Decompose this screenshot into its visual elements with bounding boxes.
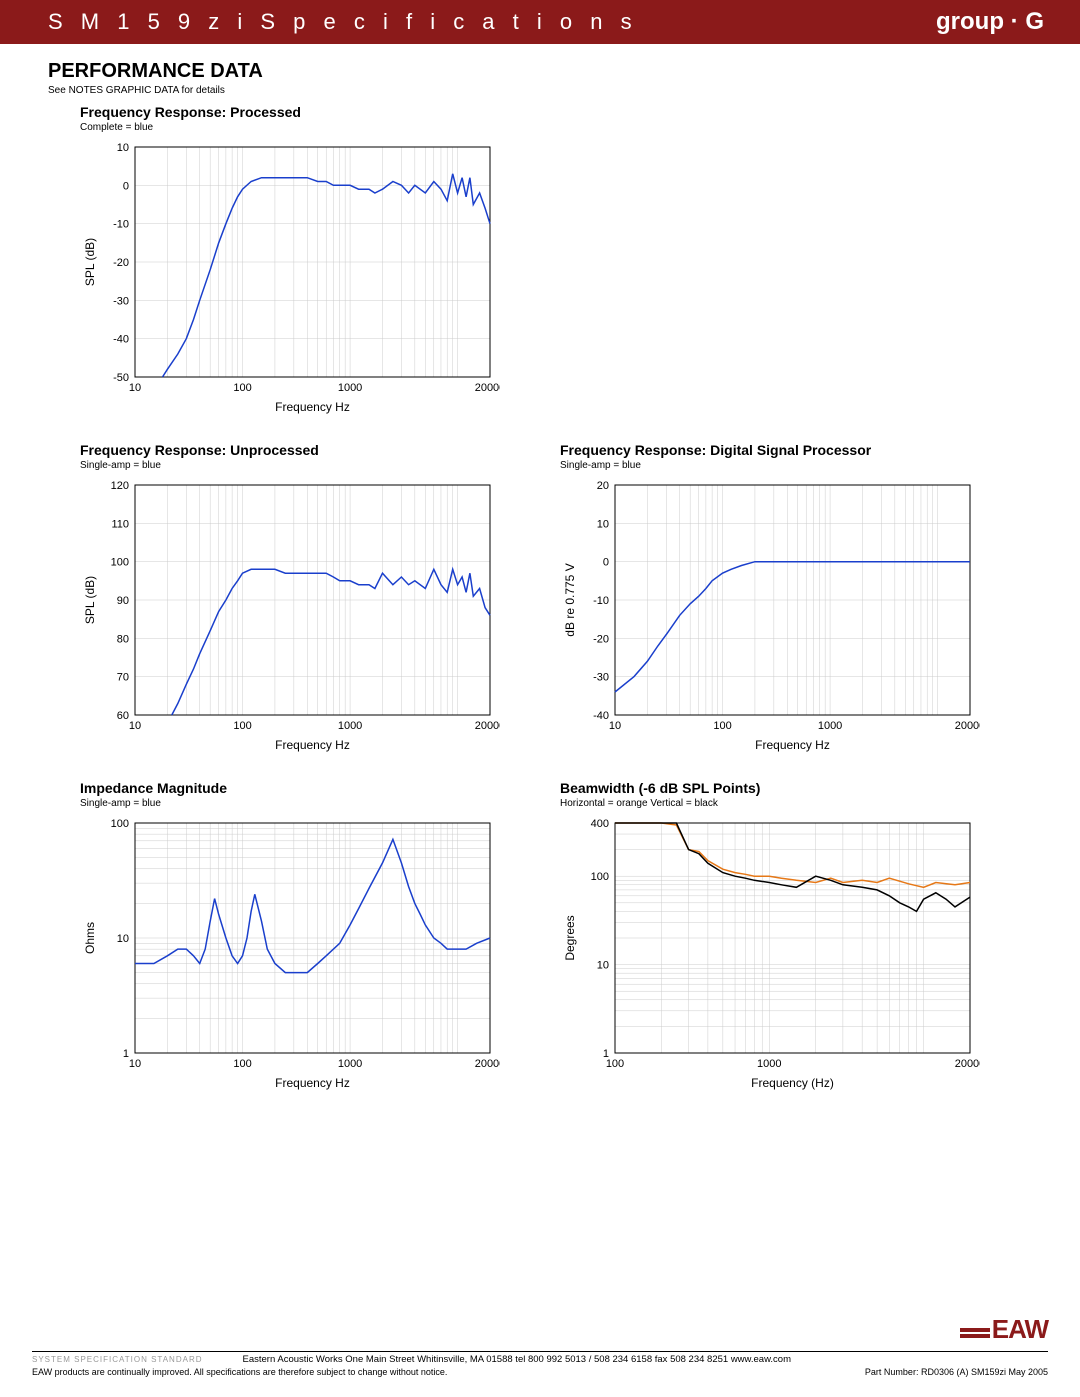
svg-text:120: 120: [111, 480, 129, 492]
svg-text:Degrees: Degrees: [563, 915, 577, 960]
svg-text:20000: 20000: [475, 382, 500, 394]
chart-title: Frequency Response: Processed: [80, 104, 1032, 120]
svg-text:SPL (dB): SPL (dB): [83, 576, 97, 624]
svg-text:1000: 1000: [757, 1058, 781, 1070]
header-title: S M 1 5 9 z i S p e c i f i c a t i o n …: [48, 9, 638, 35]
chart-unprocessed: Frequency Response: Unprocessed Single-a…: [80, 442, 500, 760]
svg-text:1: 1: [123, 1048, 129, 1060]
svg-text:100: 100: [111, 818, 129, 830]
chart-dsp: Frequency Response: Digital Signal Proce…: [560, 442, 980, 760]
svg-text:100: 100: [111, 557, 129, 569]
footer-partnum: Part Number: RD0306 (A) SM159zi May 2005: [865, 1367, 1048, 1377]
svg-text:70: 70: [117, 672, 129, 684]
svg-text:110: 110: [111, 518, 129, 530]
svg-text:100: 100: [591, 871, 609, 883]
svg-text:Frequency Hz: Frequency Hz: [275, 400, 350, 414]
svg-text:1000: 1000: [338, 382, 362, 394]
svg-text:100: 100: [233, 720, 251, 732]
svg-text:-40: -40: [593, 710, 609, 722]
section-title: PERFORMANCE DATA: [48, 60, 1032, 83]
svg-text:-30: -30: [593, 672, 609, 684]
footer-logo: EAW: [32, 1314, 1048, 1347]
chart-svg: 10 100 1000 20000 60 70 80 90 100 110 120 Frequency…: [80, 475, 500, 755]
footer-contact: Eastern Acoustic Works One Main Street W…: [243, 1354, 792, 1365]
svg-text:SPL (dB): SPL (dB): [83, 238, 97, 286]
svg-text:Frequency Hz: Frequency Hz: [755, 738, 830, 752]
chart-svg: 10100100020000110100Frequency HzOhms: [80, 813, 500, 1093]
chart-svg: 10 100 1000 20000 -40 -30 -20 -10 0 10 20 Frequency…: [560, 475, 980, 755]
chart-legend: Horizontal = orange Vertical = black: [560, 798, 980, 809]
svg-text:Frequency Hz: Frequency Hz: [275, 738, 350, 752]
chart-title: Frequency Response: Unprocessed: [80, 442, 500, 458]
footer-disclaimer: EAW products are continually improved. A…: [32, 1367, 447, 1377]
chart-impedance: Impedance Magnitude Single-amp = blue 10…: [80, 780, 500, 1098]
chart-legend: Complete = blue: [80, 122, 1032, 133]
svg-text:-20: -20: [113, 257, 129, 269]
svg-text:1000: 1000: [818, 720, 842, 732]
svg-text:20000: 20000: [955, 1058, 980, 1070]
svg-text:1000: 1000: [338, 720, 362, 732]
eaw-logo-text: EAW: [992, 1314, 1048, 1344]
svg-text:10: 10: [129, 720, 141, 732]
chart-svg: 10 100 1000 20000 -50 -40 -30 -20 -10 0 10 Frequenc…: [80, 137, 500, 417]
svg-text:20000: 20000: [955, 720, 980, 732]
svg-text:10: 10: [597, 960, 609, 972]
svg-text:Ohms: Ohms: [83, 922, 97, 954]
svg-text:60: 60: [117, 710, 129, 722]
svg-text:0: 0: [123, 180, 129, 192]
svg-text:10: 10: [129, 1058, 141, 1070]
svg-text:-20: -20: [593, 633, 609, 645]
chart-legend: Single-amp = blue: [80, 798, 500, 809]
svg-text:100: 100: [233, 1058, 251, 1070]
svg-text:-50: -50: [113, 372, 129, 384]
svg-text:-10: -10: [593, 595, 609, 607]
chart-beamwidth: Beamwidth (-6 dB SPL Points) Horizontal …: [560, 780, 980, 1098]
chart-legend: Single-amp = blue: [560, 460, 980, 471]
svg-text:80: 80: [117, 633, 129, 645]
svg-text:10: 10: [117, 142, 129, 154]
section-note: See NOTES GRAPHIC DATA for details: [48, 85, 1032, 96]
svg-text:Frequency Hz: Frequency Hz: [275, 1076, 350, 1090]
chart-legend: Single-amp = blue: [80, 460, 500, 471]
svg-text:20000: 20000: [475, 1058, 500, 1070]
svg-text:100: 100: [713, 720, 731, 732]
svg-text:400: 400: [591, 818, 609, 830]
footer: EAW SYSTEM SPECIFICATION STANDARD Easter…: [0, 1314, 1080, 1377]
svg-text:1: 1: [603, 1048, 609, 1060]
svg-text:20: 20: [597, 480, 609, 492]
svg-text:1000: 1000: [338, 1058, 362, 1070]
footer-sss: SYSTEM SPECIFICATION STANDARD: [32, 1355, 203, 1364]
svg-text:-30: -30: [113, 295, 129, 307]
svg-text:-40: -40: [113, 334, 129, 346]
chart-title: Frequency Response: Digital Signal Proce…: [560, 442, 980, 458]
svg-text:-10: -10: [113, 219, 129, 231]
chart-title: Impedance Magnitude: [80, 780, 500, 796]
header-group: group · G: [936, 8, 1044, 36]
svg-text:90: 90: [117, 595, 129, 607]
svg-text:0: 0: [603, 557, 609, 569]
svg-text:10: 10: [609, 720, 621, 732]
svg-text:100: 100: [233, 382, 251, 394]
chart-svg: 100100020000110100400Frequency (Hz)Degre…: [560, 813, 980, 1093]
eaw-logo-icon: EAW: [960, 1314, 1048, 1347]
svg-text:20000: 20000: [475, 720, 500, 732]
chart-title: Beamwidth (-6 dB SPL Points): [560, 780, 980, 796]
svg-text:10: 10: [117, 933, 129, 945]
header-bar: S M 1 5 9 z i S p e c i f i c a t i o n …: [0, 0, 1080, 44]
svg-text:Frequency (Hz): Frequency (Hz): [751, 1076, 834, 1090]
chart-processed: Frequency Response: Processed Complete =…: [80, 104, 1032, 422]
svg-text:10: 10: [129, 382, 141, 394]
svg-text:10: 10: [597, 518, 609, 530]
svg-text:dB re 0.775 V: dB re 0.775 V: [563, 563, 577, 636]
